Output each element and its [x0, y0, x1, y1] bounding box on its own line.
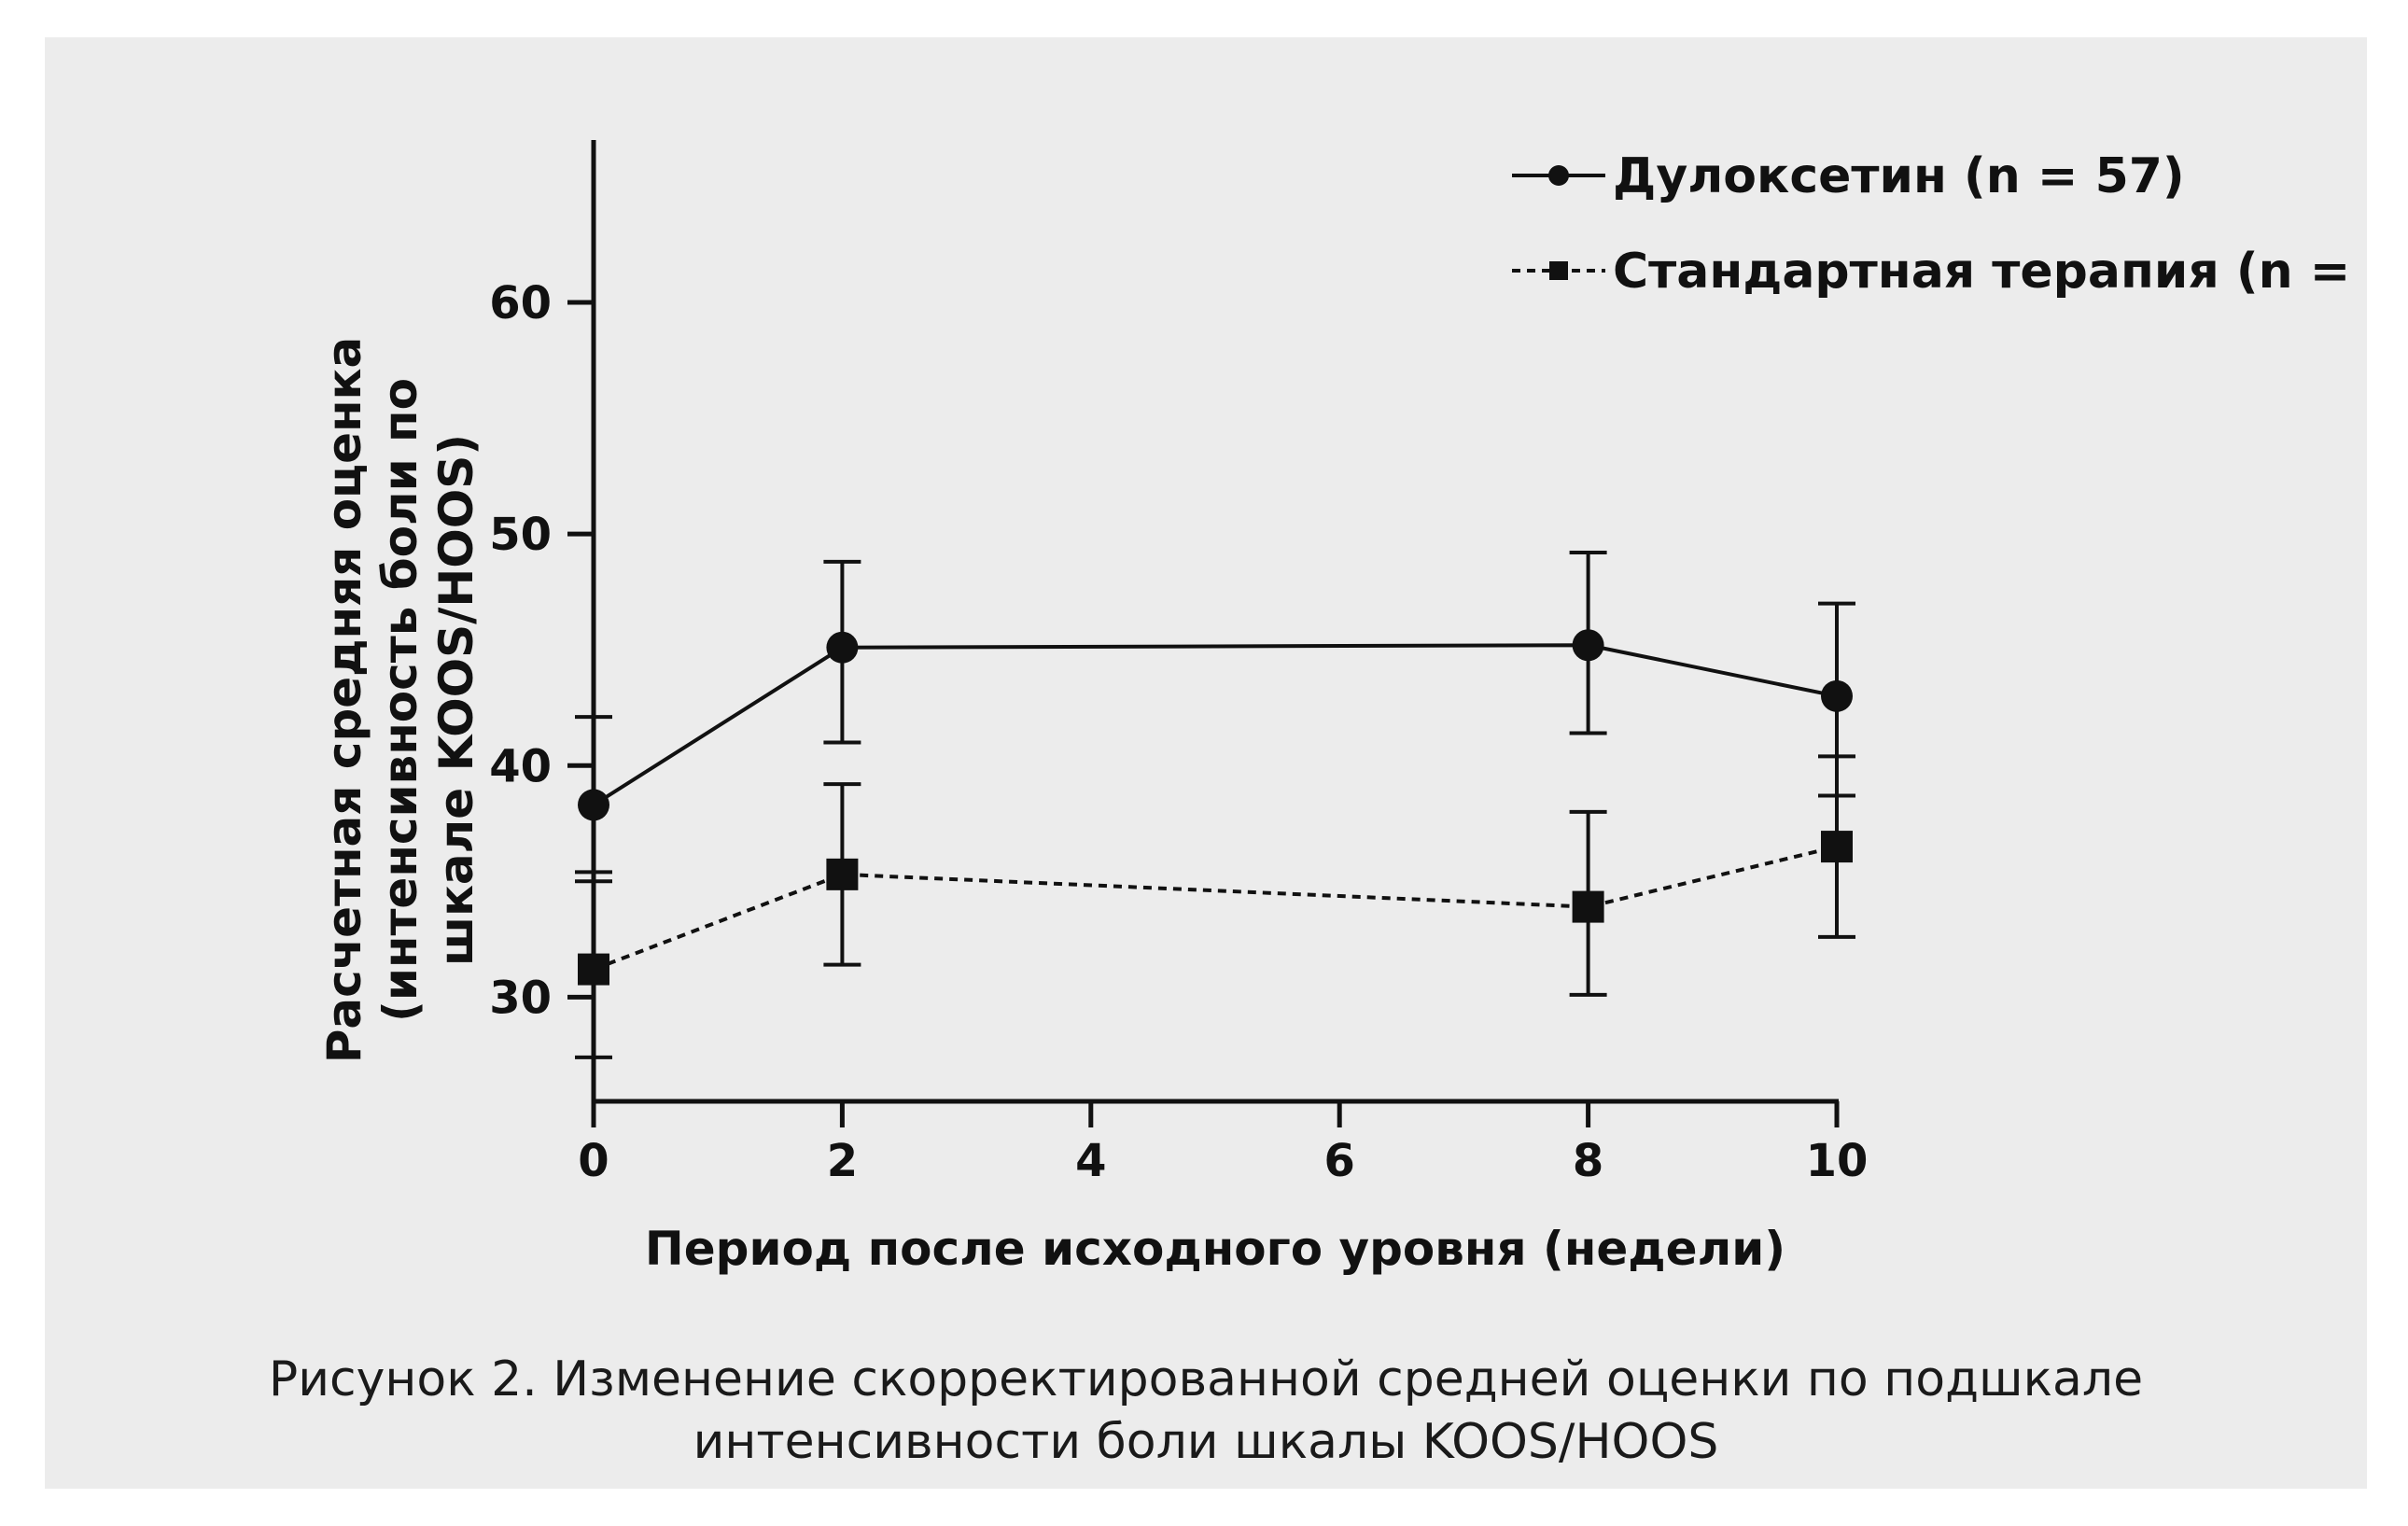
data-point-circle [1572, 629, 1604, 662]
y-axis-label-line: шкале KOOS/HOOS) [429, 434, 483, 966]
legend-label-2: Стандартная терапия (n = 54) [1613, 244, 2367, 300]
y-axis-label-line: Расчетная средняя оценка [317, 337, 371, 1063]
x-tick-label: 8 [1573, 1135, 1603, 1187]
series-line-2 [593, 845, 1838, 972]
data-point-square [578, 953, 609, 986]
x-tick-label: 6 [1323, 1135, 1354, 1187]
x-tick-label: 10 [1806, 1135, 1869, 1187]
legend-label-1: Дулоксетин (n = 57) [1613, 148, 2185, 204]
data-point-square [1821, 831, 1853, 863]
figure-caption-line-1: Рисунок 2. Изменение скорректированной с… [268, 1351, 2144, 1407]
data-point-square [1572, 890, 1604, 923]
y-axis-label-line: (интенсивность боли по [373, 378, 427, 1022]
data-point-circle [826, 631, 859, 664]
x-axis-label: Период после исходного уровня (недели) [645, 1222, 1785, 1276]
series-line-1 [592, 643, 1838, 807]
data-point-circle [578, 789, 609, 821]
y-tick-label: 60 [489, 277, 552, 329]
legend-marker-circle [1548, 165, 1569, 186]
legend-marker-square [1549, 261, 1568, 280]
y-tick-label: 50 [489, 509, 552, 561]
data-point-circle [1821, 679, 1853, 712]
y-tick-label: 30 [489, 972, 552, 1024]
data-point-square [826, 858, 859, 890]
x-tick-label: 0 [578, 1135, 609, 1187]
x-tick-label: 2 [827, 1135, 858, 1187]
figure-caption-line-2: интенсивности боли шкалы KOOS/HOOS [693, 1414, 1719, 1470]
line-chart: 0 2 4 6 8 10 30 40 50 60 Период после исходного ур… [317, 140, 2367, 1276]
x-tick-label: 4 [1075, 1135, 1106, 1187]
figure-panel: 0 2 4 6 8 10 30 40 50 60 Период после исходного ур… [45, 37, 2367, 1489]
y-tick-label: 40 [489, 740, 552, 792]
